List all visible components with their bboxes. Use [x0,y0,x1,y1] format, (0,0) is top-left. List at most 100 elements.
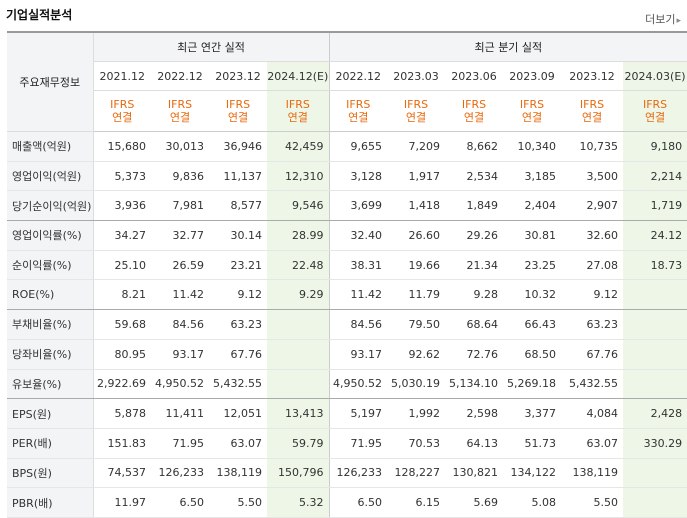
table-cell: 84.56 [328,309,388,340]
row-label: 영업이익률(%) [7,220,94,251]
table-cell: 5,878 [93,398,151,429]
table-cell: 5,197 [328,398,388,429]
period-header: 2022.12 [151,61,209,91]
table-cell: 3,185 [503,161,562,192]
table-cell: 22.48 [267,250,330,281]
row-label: 부채비율(%) [7,309,94,340]
table-cell: 138,119 [561,458,624,489]
row-header-label: 주요재무정보 [7,32,94,132]
table-cell: 12,310 [267,161,330,192]
table-cell: 19.66 [387,250,446,281]
basis-scope: 연결 [521,111,543,124]
table-cell: 7,209 [387,131,446,162]
basis-standard: IFRS [403,98,429,111]
table-cell: 5.50 [209,487,267,518]
more-label: 더보기 [645,13,676,26]
table-cell [267,339,330,370]
table-cell: 2,907 [561,190,624,222]
basis-standard: IFRS [346,98,371,111]
table-cell: 29.26 [445,220,504,251]
row-label: 당좌비율(%) [7,339,94,370]
table-cell: 68.64 [445,309,504,340]
table-cell: 1,418 [387,190,446,222]
table-cell: 3,699 [328,190,388,222]
table-cell: 71.95 [328,428,388,459]
basis-standard: IFRS [225,98,251,111]
table-cell [623,339,687,370]
table-cell: 138,119 [209,458,267,489]
row-label: 유보율(%) [7,369,94,400]
basis-scope: 연결 [405,111,427,124]
table-cell: 150,796 [267,458,330,489]
annual-group-header: 최근 연간 실적 [93,32,330,62]
table-cell: 23.25 [503,250,562,281]
table-cell: 38.31 [328,250,388,281]
table-cell: 6.50 [151,487,209,518]
table-cell: 21.34 [445,250,504,281]
table-cell: 34.27 [93,220,151,251]
table-cell: 64.13 [445,428,504,459]
period-header: 2023.12 [561,61,624,91]
table-cell [267,369,330,400]
basis-standard: IFRS [461,98,487,111]
table-cell: 42,459 [267,131,330,162]
table-cell: 66.43 [503,309,562,340]
basis-scope: 연결 [463,111,485,124]
basis-header: IFRS 연결 [561,90,624,132]
table-cell: 9.12 [209,279,267,311]
table-cell: 71.95 [151,428,209,459]
table-cell: 11.42 [151,279,209,311]
basis-standard: IFRS [167,98,193,111]
chevron-right-icon: ▸ [676,16,681,26]
table-cell: 51.73 [503,428,562,459]
period-header: 2024.03(E) [623,61,687,91]
table-cell: 63.23 [561,309,624,340]
table-cell: 84.56 [151,309,209,340]
table-cell: 32.77 [151,220,209,251]
table-row: BPS(원) 74,537 126,233 138,119 150,796 126,233… [7,458,687,489]
table-cell: 6.15 [387,487,446,518]
table-cell: 1,849 [445,190,504,222]
table-row: ROE(%) 8.21 11.42 9.12 9.29 11.42 11.79 9.28 10.… [7,279,687,311]
table-cell: 2,922.69 [93,369,151,400]
table-row: 유보율(%) 2,922.69 4,950.52 5,432.55 4,950.52 5,… [7,369,687,400]
more-link[interactable]: 더보기▸ [645,11,681,27]
table-cell: 30.81 [503,220,562,251]
section-header: 기업실적분석 더보기▸ [0,0,687,30]
table-cell: 8,577 [209,190,267,222]
table-cell: 8,662 [445,131,504,162]
table-cell: 18.73 [623,250,687,281]
table-cell: 24.12 [623,220,687,251]
table-row: EPS(원) 5,878 11,411 12,051 13,413 5,197 1,992 2… [7,398,687,429]
table-cell: 10,340 [503,131,562,162]
basis-scope: 연결 [112,111,133,124]
table-cell: 5,134.10 [445,369,504,400]
period-header: 2023.09 [503,61,562,91]
table-cell: 63.07 [561,428,624,459]
table-cell: 5,030.19 [387,369,446,400]
table-cell: 5.69 [445,487,504,518]
table-cell: 23.21 [209,250,267,281]
table-cell: 4,950.52 [328,369,388,400]
table-cell: 93.17 [328,339,388,370]
table-cell: 9.29 [267,279,330,311]
table-row: PBR(배) 11.97 6.50 5.50 5.32 6.50 6.15 5.69 5.08 5… [7,487,687,518]
table-cell: 8.21 [93,279,151,311]
table-cell: 32.60 [561,220,624,251]
row-label: PER(배) [7,428,94,459]
table-cell: 9.12 [561,279,624,311]
table-cell: 128,227 [387,458,446,489]
table-cell: 3,500 [561,161,624,192]
basis-header: IFRS 연결 [267,90,330,132]
table-cell: 7,981 [151,190,209,222]
table-cell: 63.07 [209,428,267,459]
table-cell: 11.97 [93,487,151,518]
table-cell: 74,537 [93,458,151,489]
table-row: 영업이익(억원) 5,373 9,836 11,137 12,310 3,128 1,917… [7,161,687,192]
table-cell: 26.59 [151,250,209,281]
table-cell: 30,013 [151,131,209,162]
basis-scope: 연결 [287,111,308,124]
table-cell: 2,214 [623,161,687,192]
period-header: 2023.03 [387,61,446,91]
table-cell: 72.76 [445,339,504,370]
